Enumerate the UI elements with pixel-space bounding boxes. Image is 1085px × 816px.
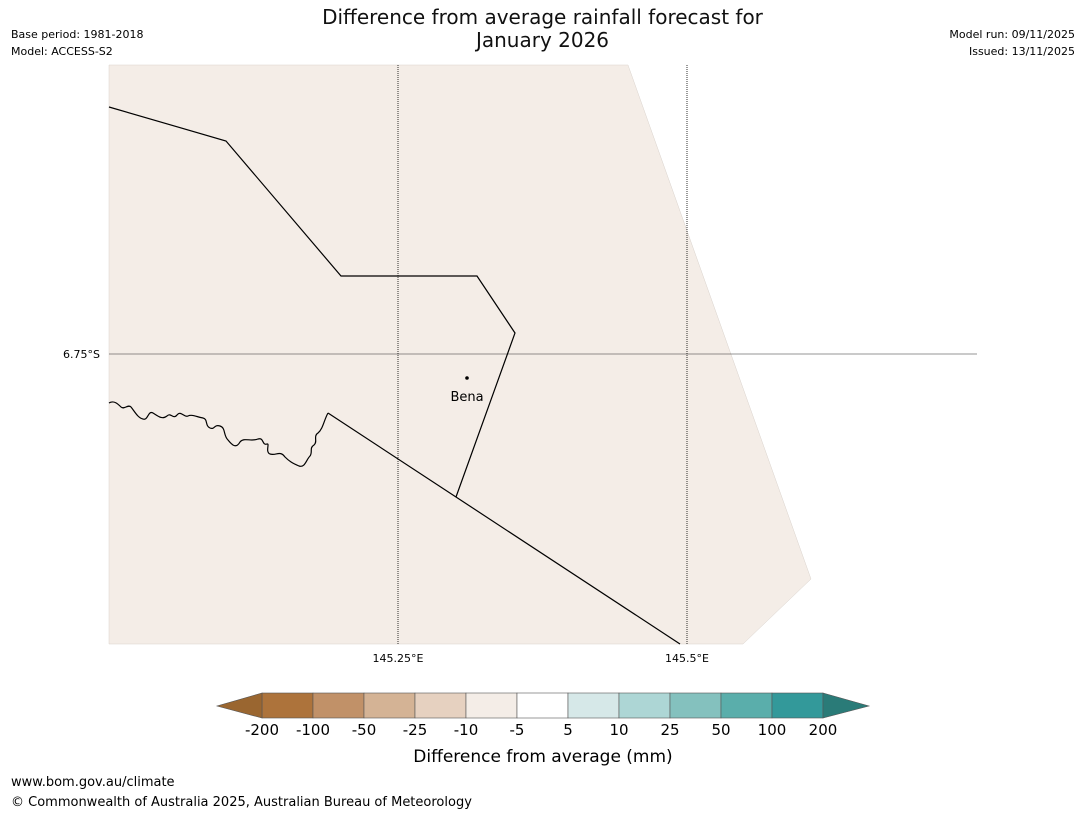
graticule [109, 65, 977, 644]
meta-right: Model run: 09/11/2025 Issued: 13/11/2025 [949, 26, 1075, 60]
colorbar: -200 -100 -50 -25 -10 -5 5 10 25 50 100 200 [215, 692, 871, 739]
forecast-region [108, 64, 812, 645]
province-boundary-north [108, 106, 516, 498]
colorbar-tick-label: 10 [609, 721, 628, 739]
province-boundaries [108, 106, 681, 645]
model-run-label: Model run: 09/11/2025 [949, 28, 1075, 41]
chart-title: Difference from average rainfall forecas… [0, 6, 1085, 52]
colorbar-bin [720, 692, 773, 719]
lon-label-145-25: 145.25°E [373, 652, 424, 665]
colorbar-high-extend [822, 692, 871, 719]
colorbar-bin [567, 692, 620, 719]
colorbar-tick-label: 25 [660, 721, 679, 739]
place-dot [465, 376, 469, 380]
colorbar-bin [414, 692, 467, 719]
colorbar-tick-label: 200 [809, 721, 838, 739]
colorbar-bin [669, 692, 722, 719]
colorbar-bin [363, 692, 416, 719]
colorbar-tick-label: -10 [454, 721, 479, 739]
title-line-1: Difference from average rainfall forecas… [322, 5, 763, 29]
colorbar-tick-label: 100 [758, 721, 787, 739]
colorbar-tick-label: 5 [563, 721, 573, 739]
footer-url: www.bom.gov.au/climate [11, 775, 175, 790]
model-label: Model: ACCESS-S2 [11, 45, 113, 58]
title-line-2: January 2026 [475, 28, 610, 52]
lon-label-145-5: 145.5°E [665, 652, 709, 665]
colorbar-bin [516, 692, 569, 719]
colorbar-title: Difference from average (mm) [413, 747, 672, 767]
colorbar-tick-label: -200 [245, 721, 279, 739]
colorbar-tick-label: -5 [510, 721, 525, 739]
issued-label: Issued: 13/11/2025 [968, 45, 1075, 58]
colorbar-tick-label: 50 [711, 721, 730, 739]
colorbar-bin [618, 692, 671, 719]
footer-copyright: © Commonwealth of Australia 2025, Austra… [11, 795, 472, 810]
place-label: Bena [450, 390, 483, 405]
colorbar-tick-label: -50 [352, 721, 377, 739]
lat-label-6-75: 6.75°S [63, 348, 100, 361]
colorbar-bin [312, 692, 365, 719]
colorbar-bin [465, 692, 518, 719]
colorbar-low-extend [215, 692, 263, 719]
colorbar-tick-label: -25 [403, 721, 428, 739]
base-period-label: Base period: 1981-2018 [11, 28, 144, 41]
meta-left: Base period: 1981-2018 Model: ACCESS-S2 [11, 26, 143, 60]
province-boundary-south [327, 412, 681, 645]
place-marker-bena: Bena [450, 376, 484, 405]
colorbar-tick-label: -100 [296, 721, 330, 739]
colorbar-bin [771, 692, 824, 719]
colorbar-bin [261, 692, 314, 719]
coastline [108, 401, 329, 467]
